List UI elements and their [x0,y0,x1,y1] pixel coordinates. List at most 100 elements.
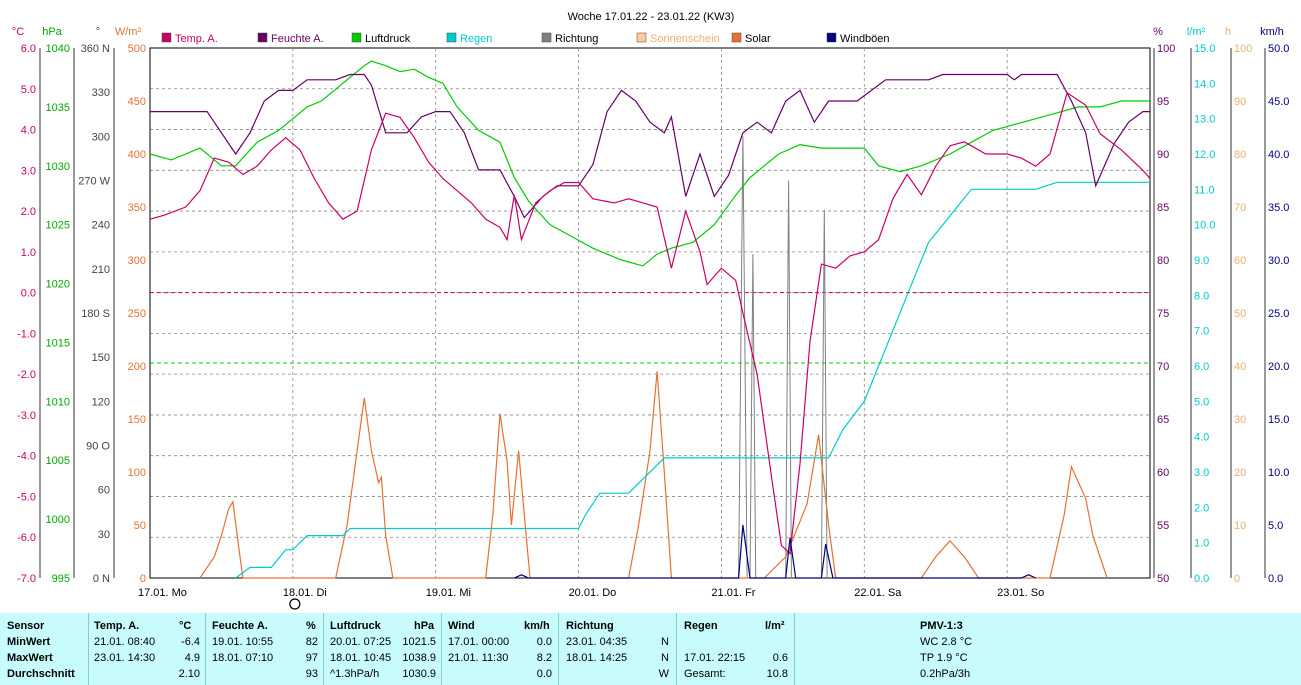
x-tick-label: 21.01. Fr [711,587,755,599]
series-regen [235,181,1150,579]
stats-temp-min-val: -6.4 [181,636,200,648]
axis-tick-rain: 4.0 [1194,432,1209,444]
axis-tick-rain: 3.0 [1194,467,1209,479]
axis-tick-solar: 250 [128,308,146,320]
x-tick-label: 23.01. So [997,587,1044,599]
stats-unit-pressure: hPa [414,620,435,632]
axis-tick-rain: 7.0 [1194,326,1209,338]
stats-rain-max-val: 0.6 [772,652,788,664]
x-tick-label: 19.01. Mi [426,587,471,599]
series-direction-spike [785,180,792,579]
axis-tick-direction: 210 [92,264,110,276]
axis-tick-rain: 9.0 [1194,255,1209,267]
axis-tick-humidity: 85 [1157,202,1169,214]
weather-chart: Woche 17.01.22 - 23.01.22 (KW3) Temp. A. F… [12,11,1289,610]
stats-dir-min-time: 23.01. 04:35 [566,636,628,648]
axis-tick-direction: 360 N [81,43,110,55]
stats-wind-max-time: 21.01. 11:30 [448,652,509,664]
stats-dir-avg-val: W [658,668,669,680]
axis-tick-direction: 60 [98,485,110,497]
axis-tick-humidity: 75 [1157,308,1169,320]
axis-unit-wind: km/h [1260,26,1284,38]
stats-temp-max-time: 23.01. 14:30 [94,652,156,664]
axis-tick-rain: 6.0 [1194,361,1209,373]
axis-tick-temp: -2.0 [17,369,36,381]
axis-unit-direction: ° [96,26,100,38]
x-tick-label: 18.01. Di [283,587,327,599]
axis-tick-humidity: 95 [1157,96,1169,108]
stats-header-direction: Richtung [566,620,614,632]
legend-swatch [257,32,268,43]
legend-swatch [636,32,647,43]
x-tick-label: 20.01. Do [569,587,617,599]
axis-tick-pressure: 1010 [46,396,70,408]
axis-tick-direction: 150 [92,352,110,364]
series-temp-a- [149,91,1151,555]
axis-tick-sunshine: 80 [1234,149,1246,161]
axis-tick-pressure: 1035 [46,102,70,114]
stats-temp-avg-val: 2.10 [178,668,200,680]
axis-tick-direction: 0 N [93,573,110,585]
axis-tick-temp: -5.0 [17,491,36,503]
axis-tick-direction: 330 [92,87,110,99]
axis-tick-wind: 15.0 [1268,414,1289,426]
x-tick-label: 22.01. Sa [854,587,902,599]
axis-tick-pressure: 1015 [46,337,70,349]
legend-label: Windböen [840,33,890,45]
stats-rain-total-val: 10.8 [766,668,788,680]
stats-label-min: MinWert [7,636,51,648]
axis-tick-wind: 0.0 [1268,573,1283,585]
stats-header-wind: Wind [448,620,475,632]
axis-tick-temp: 4.0 [21,125,36,137]
legend-label: Luftdruck [365,33,411,45]
axis-tick-temp: -6.0 [17,532,36,544]
axis-tick-wind: 20.0 [1268,361,1289,373]
stats-header-pmv: PMV-1:3 [920,620,963,632]
stats-press-avg-val: 1030.9 [402,668,436,680]
axis-tick-temp: 2.0 [21,206,36,218]
x-tick-label: 17.01. Mo [138,587,187,599]
axis-tick-temp: 3.0 [21,165,36,177]
stats-rain-max-time: 17.01. 22:15 [684,652,746,664]
stats-press-trend: ^1.3hPa/h [330,668,380,680]
axis-tick-pressure: 1000 [46,514,70,526]
stats-temp-min-time: 21.01. 08:40 [94,636,156,648]
axis-tick-sunshine: 60 [1234,255,1246,267]
axis-tick-direction: 180 S [81,308,110,320]
stats-unit-wind: km/h [524,620,550,632]
axis-tick-pressure: 1005 [46,455,70,467]
stats-col-wind: Wind km/h 17.01. 00:00 0.0 21.01. 11:30 … [442,613,559,685]
axis-tick-pressure: 995 [52,573,70,585]
axis-tick-rain: 15.0 [1194,43,1215,55]
axis-tick-humidity: 100 [1157,43,1175,55]
axis-tick-direction: 240 [92,220,110,232]
stats-hum-min-val: 82 [305,636,318,648]
axis-tick-humidity: 90 [1157,149,1169,161]
axis-unit-sunshine: h [1225,26,1231,38]
stats-press-min-val: 1021.5 [402,636,436,648]
series-direction-spike [738,136,748,579]
legend-label: Richtung [555,33,598,45]
axis-tick-direction: 120 [92,396,110,408]
stats-press-max-val: 1038.9 [402,652,436,664]
legend-label: Feuchte A. [271,33,324,45]
axis-tick-rain: 13.0 [1194,114,1215,126]
axis-tick-solar: 500 [128,43,146,55]
axis-tick-humidity: 70 [1157,361,1169,373]
axis-tick-sunshine: 50 [1234,308,1246,320]
axis-tick-temp: -7.0 [17,573,36,585]
stats-unit-humidity: % [306,620,316,632]
stats-wind-min-time: 17.01. 00:00 [448,636,510,648]
stats-header-temp: Temp. A. [94,620,140,632]
stats-wind-min-val: 0.0 [536,636,552,648]
axis-tick-temp: 1.0 [21,247,36,259]
axis-tick-rain: 5.0 [1194,396,1209,408]
stats-pmv-tp: TP 1.9 °C [920,652,968,664]
stats-press-min-time: 20.01. 07:25 [330,636,392,648]
axis-tick-pressure: 1030 [46,161,70,173]
axis-tick-sunshine: 70 [1234,202,1246,214]
stats-hum-avg-val: 93 [305,668,318,680]
legend-label: Sonnenschein [650,33,720,45]
axis-tick-rain: 1.0 [1194,538,1209,550]
axis-tick-temp: -4.0 [17,451,36,463]
